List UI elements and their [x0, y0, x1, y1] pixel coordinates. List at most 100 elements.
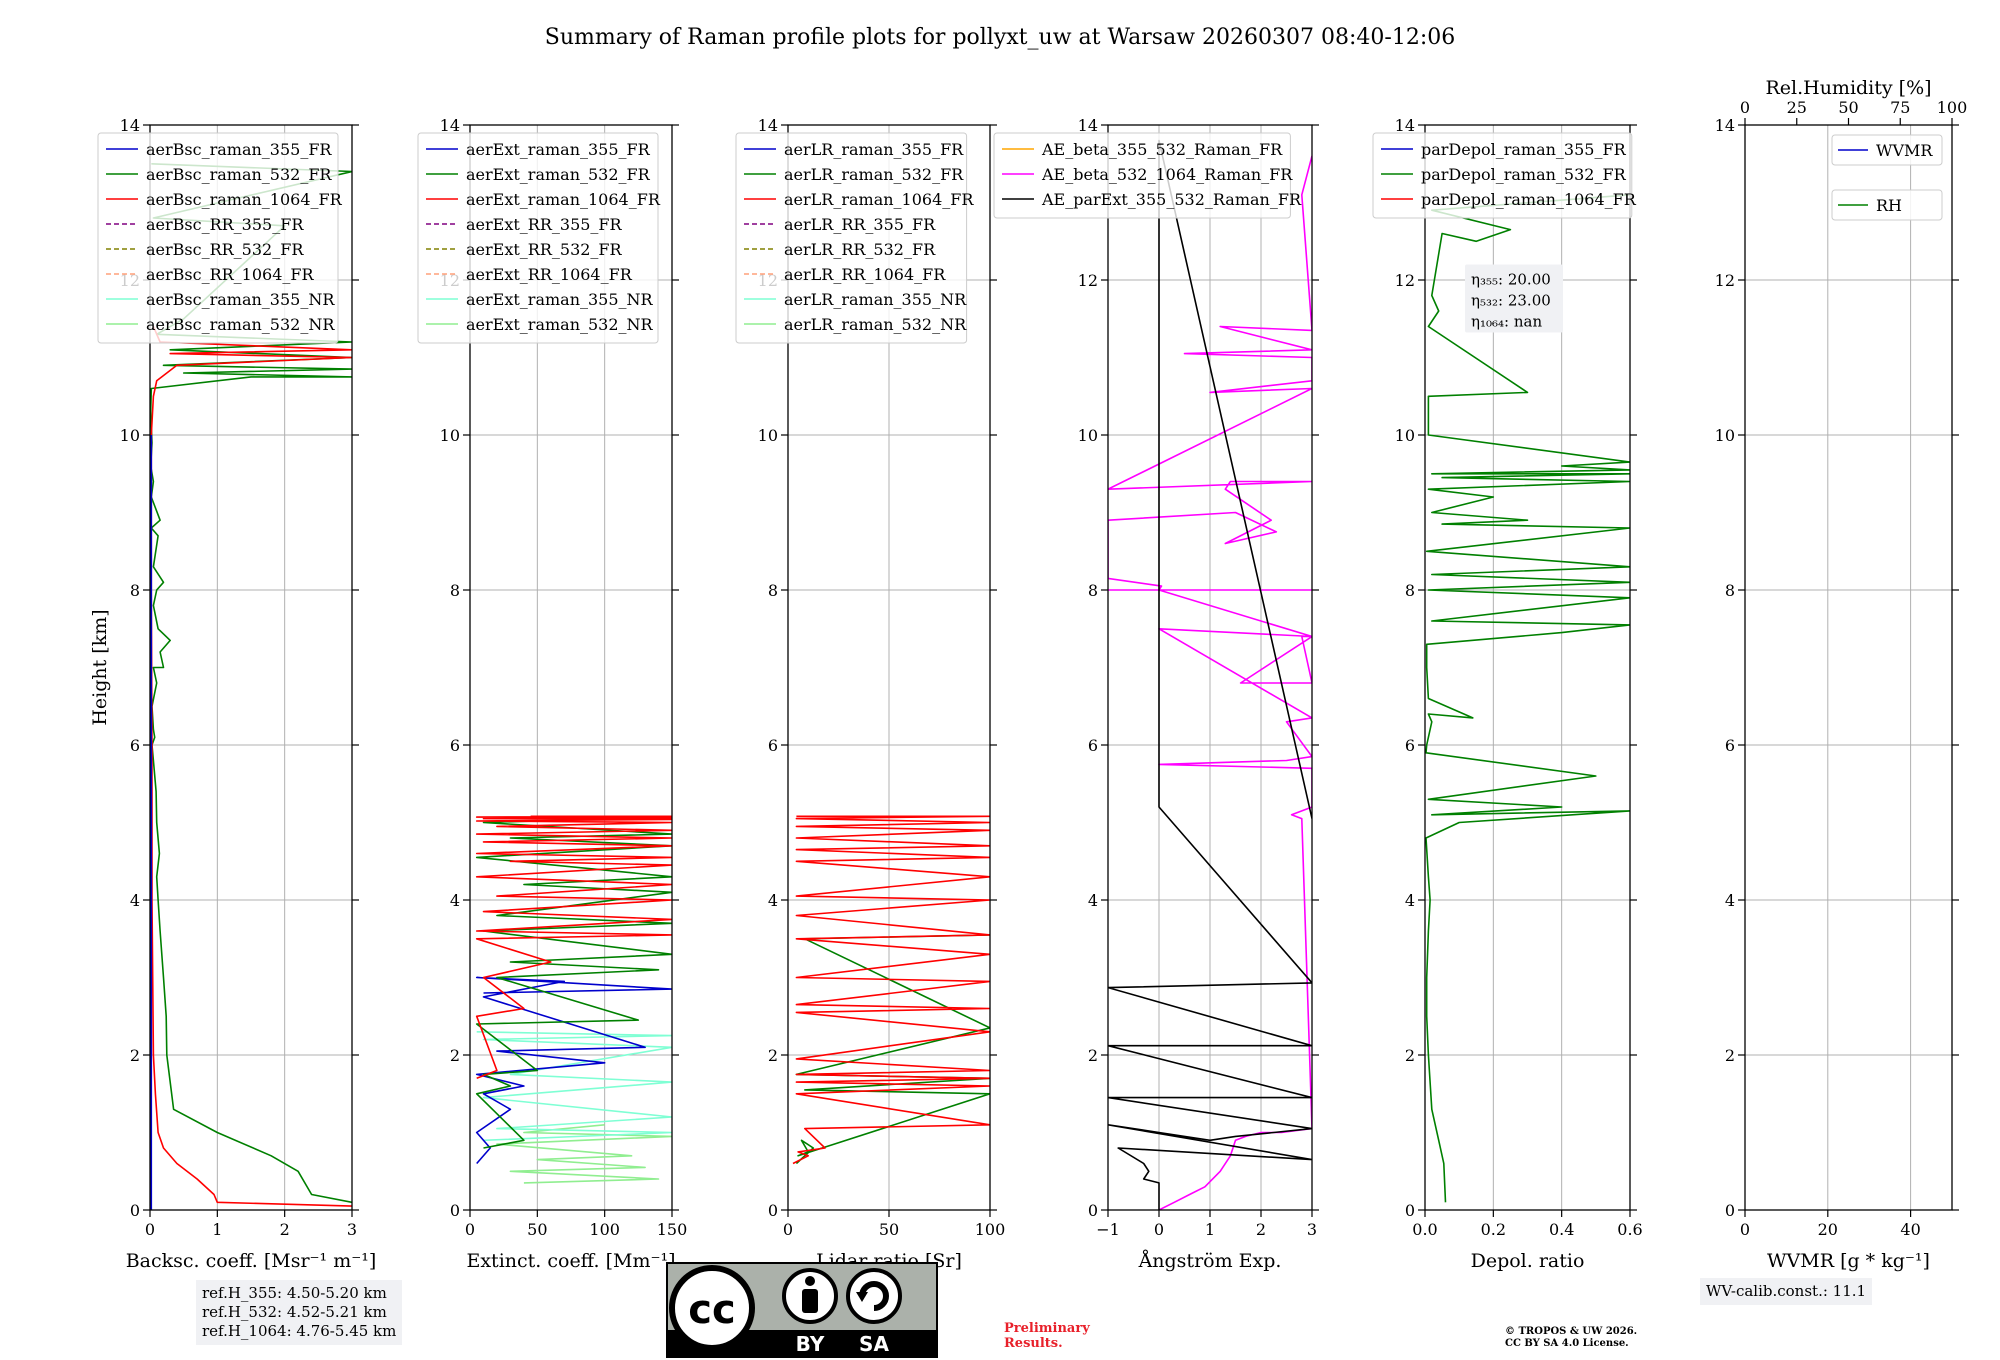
- bsc-xtick-label-2: 2: [280, 1220, 290, 1239]
- depol-legend-label-2: parDepol_raman_1064_FR: [1421, 190, 1637, 209]
- ext-legend-label-2: aerExt_raman_1064_FR: [466, 190, 661, 209]
- ext-legend-label-5: aerExt_RR_1064_FR: [466, 265, 633, 284]
- ext-xtick-label-3: 150: [657, 1220, 688, 1239]
- lr-ytick-label-5: 10: [758, 426, 778, 445]
- wv-ytick-label-1: 2: [1725, 1046, 1735, 1065]
- bsc-legend-box: [97, 132, 339, 344]
- ext-series-aerExt_raman_355_NR: [476, 1031, 672, 1142]
- share-alike-arrow: [856, 1292, 868, 1302]
- ext-xlabel: Extinct. coeff. [Mm⁻¹]: [466, 1250, 675, 1272]
- panel-wv: 0 20 40 0 2 4 6 8 10 12 14 WVMR [g * kg⁻¹] 0 25 50 75 10…: [1715, 77, 1968, 1272]
- ext-ytick-label-7: 14: [440, 116, 460, 135]
- cc-letters: cc: [688, 1287, 735, 1333]
- wv-xtick-label-0: 0: [1740, 1220, 1750, 1239]
- depol-legend: parDepol_raman_355_FR parDepol_raman_532_…: [1372, 132, 1637, 219]
- wv-ytick-label-3: 6: [1725, 736, 1735, 755]
- bsc-legend-label-3: aerBsc_RR_355_FR: [146, 215, 304, 234]
- wv-ytick-label-2: 4: [1725, 891, 1735, 910]
- reference-heights-box: ref.H_355: 4.50-5.20 km ref.H_532: 4.52-…: [196, 1280, 403, 1345]
- panel-depol: 0.0 0.2 0.4 0.6 0 2 4 6 8 10 12 14 Depol. ratio parDe…: [1372, 116, 1643, 1272]
- profile-panels: 012302468101214Backsc. coeff. [Msr⁻¹ m⁻¹…: [89, 77, 1967, 1272]
- depol-ytick-label-6: 12: [1395, 271, 1415, 290]
- bsc-xtick-label-3: 3: [347, 1220, 357, 1239]
- depol-annotation-line-2: η₁₀₆₄: nan: [1471, 313, 1542, 331]
- depol-annotation-box: [1465, 264, 1563, 333]
- wv-calibration-text: WV-calib.const.: 11.1: [1706, 1282, 1867, 1300]
- preliminary-line-2: Results.: [1004, 1336, 1063, 1351]
- cc-circle-icon: [669, 1265, 755, 1351]
- bsc-xlabel: Backsc. coeff. [Msr⁻¹ m⁻¹]: [126, 1250, 377, 1272]
- ext-ytick-label-3: 6: [450, 736, 460, 755]
- lr-legend-box: [735, 132, 968, 344]
- ext-ytick-label-4: 8: [450, 581, 460, 600]
- ref-height-532: ref.H_532: 4.52-5.21 km: [202, 1303, 387, 1321]
- figure-title: Summary of Raman profile plots for polly…: [545, 25, 1455, 50]
- ext-legend: aerExt_raman_355_FR aerExt_raman_532_FRae…: [417, 132, 661, 344]
- cc-by-sa-badge: cc BY SA: [666, 1262, 938, 1358]
- bsc-legend-label-2: aerBsc_raman_1064_FR: [146, 190, 343, 209]
- ae-ytick-label-2: 4: [1088, 891, 1098, 910]
- ref-height-355: ref.H_355: 4.50-5.20 km: [202, 1284, 387, 1302]
- lr-ytick-label-7: 14: [758, 116, 778, 135]
- wv-ytick-label-6: 12: [1715, 271, 1735, 290]
- bsc-xtick-label-1: 1: [212, 1220, 222, 1239]
- wv-ytick-label-4: 8: [1725, 581, 1735, 600]
- bsc-series-group: [150, 163, 352, 1210]
- wv-legend-label-0: WVMR: [1876, 141, 1933, 160]
- depol-xlabel: Depol. ratio: [1471, 1250, 1585, 1272]
- wv-top-tick-label-0: 0: [1740, 98, 1750, 117]
- ext-legend-label-7: aerExt_raman_532_NR: [466, 315, 654, 334]
- bsc-ylabel: Height [km]: [89, 609, 111, 725]
- lr-xtick-label-0: 0: [783, 1220, 793, 1239]
- ext-ytick-label-5: 10: [440, 426, 460, 445]
- ext-plot-frame: [469, 124, 673, 1211]
- lr-legend-label-7: aerLR_raman_532_NR: [784, 315, 967, 334]
- ext-series-aerExt_raman_532_NR: [496, 1124, 672, 1184]
- ae-xtick-label-0: −1: [1096, 1220, 1120, 1239]
- ext-ytick-label-1: 2: [450, 1046, 460, 1065]
- bsc-legend-label-5: aerBsc_RR_1064_FR: [146, 265, 315, 284]
- wv-ytick-label-0: 0: [1725, 1201, 1735, 1220]
- ext-series-group: [475, 815, 672, 1184]
- lr-ytick-label-3: 6: [768, 736, 778, 755]
- ext-legend-label-4: aerExt_RR_532_FR: [466, 240, 623, 259]
- wv-xtick-label-1: 20: [1818, 1220, 1838, 1239]
- lr-legend-label-6: aerLR_raman_355_NR: [784, 290, 967, 309]
- bsc-legend-label-4: aerBsc_RR_532_FR: [146, 240, 304, 259]
- lr-legend-label-3: aerLR_RR_355_FR: [784, 215, 936, 234]
- bsc-legend-label-6: aerBsc_raman_355_NR: [146, 290, 335, 309]
- depol-plot-frame: [1424, 124, 1631, 1211]
- depol-ytick-label-7: 14: [1395, 116, 1415, 135]
- lr-legend-label-2: aerLR_raman_1064_FR: [784, 190, 974, 209]
- wv-xlabel: WVMR [g * kg⁻¹]: [1767, 1250, 1930, 1272]
- bsc-legend: aerBsc_raman_355_FR aerBsc_raman_532_FRae…: [97, 132, 343, 344]
- depol-legend-box: [1372, 132, 1633, 219]
- wv-xtick-label-2: 40: [1900, 1220, 1920, 1239]
- wv-calibration-box: WV-calib.const.: 11.1: [1700, 1278, 1873, 1305]
- ext-legend-label-0: aerExt_raman_355_FR: [466, 140, 651, 159]
- ext-xtick-label-0: 0: [465, 1220, 475, 1239]
- ext-xtick-label-1: 50: [527, 1220, 547, 1239]
- lr-xtick-label-2: 100: [975, 1220, 1006, 1239]
- ae-legend-label-1: AE_beta_532_1064_Raman_FR: [1041, 165, 1293, 184]
- wv-top-tick-label-4: 100: [1937, 98, 1968, 117]
- lr-series-aerLR_raman_1064_FR: [792, 815, 990, 1165]
- bsc-ytick-label-5: 10: [120, 426, 140, 445]
- lr-xtick-label-1: 50: [879, 1220, 899, 1239]
- badge-sa-label: SA: [859, 1332, 889, 1356]
- ext-legend-label-6: aerExt_raman_355_NR: [466, 290, 654, 309]
- bsc-legend-label-0: aerBsc_raman_355_FR: [146, 140, 332, 159]
- bsc-ytick-label-1: 2: [130, 1046, 140, 1065]
- ext-legend-box: [417, 132, 659, 344]
- lr-legend-label-0: aerLR_raman_355_FR: [784, 140, 964, 159]
- bsc-legend-label-7: aerBsc_raman_532_NR: [146, 315, 335, 334]
- depol-legend-label-1: parDepol_raman_532_FR: [1421, 165, 1627, 184]
- ae-xtick-label-1: 0: [1154, 1220, 1164, 1239]
- depol-annotation-line-1: η₅₃₂: 23.00: [1471, 292, 1551, 310]
- ae-ytick-label-6: 12: [1078, 271, 1098, 290]
- ae-ytick-label-1: 2: [1088, 1046, 1098, 1065]
- ae-series-AE_parExt_355_532_Raman_FR: [1108, 139, 1312, 1210]
- ae-ytick-label-4: 8: [1088, 581, 1098, 600]
